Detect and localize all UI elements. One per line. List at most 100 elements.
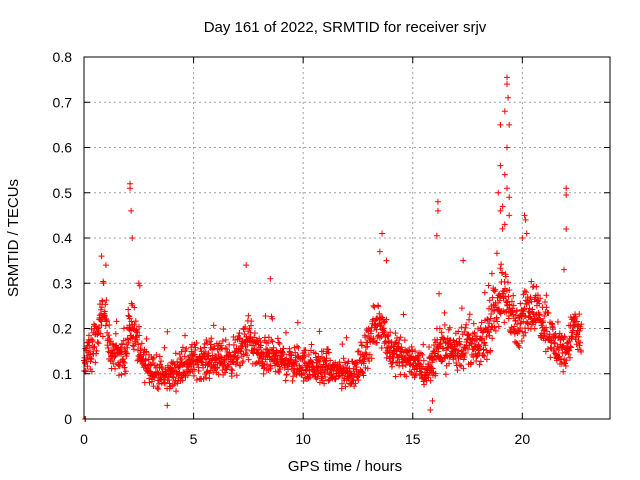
data-point [537,295,544,302]
y-tick-label: 0.6 [53,140,73,156]
data-point [129,335,136,342]
data-point [327,357,334,364]
data-point [85,332,92,339]
data-point [462,324,469,331]
data-point [466,311,473,318]
data-point [378,344,385,351]
data-point [355,372,362,379]
data-point [503,185,510,192]
data-point [355,377,362,384]
data-point [283,355,290,362]
data-point [483,356,490,363]
data-point [533,283,540,290]
y-tick-label: 0 [64,411,72,427]
data-point [287,351,294,358]
y-tick-label: 0.2 [53,321,73,337]
data-point [111,354,118,361]
data-point [576,311,583,318]
data-point [487,347,494,354]
data-point [460,365,467,372]
data-point [294,343,301,350]
data-point [137,347,144,354]
data-point [143,349,150,356]
data-point [519,328,526,335]
data-point [280,351,287,358]
data-point [191,366,198,373]
data-point [509,311,516,318]
data-point [543,304,550,311]
data-point [484,316,491,323]
data-point [257,339,264,346]
data-point [123,350,130,357]
data-point [368,355,375,362]
data-point [379,230,386,237]
data-point [118,371,125,378]
data-point [425,374,432,381]
data-point [499,269,506,276]
data-point [103,297,110,304]
data-point [193,340,200,347]
data-point [476,361,483,368]
data-point [199,359,206,366]
data-point [102,322,109,329]
y-tick-label: 0.3 [53,275,73,291]
data-point [308,359,315,366]
data-point [110,360,117,367]
data-point [492,327,499,334]
data-point [155,385,162,392]
data-point [357,357,364,364]
data-point [355,348,362,355]
data-point [249,342,256,349]
data-point [203,336,210,343]
data-point [446,324,453,331]
data-point [499,203,506,210]
data-point [510,292,517,299]
data-point [340,355,347,362]
data-point [577,339,584,346]
data-point [184,372,191,379]
data-point [83,352,90,359]
data-point [547,354,554,361]
data-point [142,356,149,363]
y-tick-label: 0.7 [53,94,73,110]
data-point [504,279,511,286]
data-point [412,348,419,355]
data-point [190,362,197,369]
data-point [343,334,350,341]
data-point [202,348,209,355]
data-point [264,361,271,368]
data-point [560,368,567,375]
data-point [205,360,212,367]
y-tick-label: 0.5 [53,185,73,201]
data-point [481,339,488,346]
data-point [462,350,469,357]
data-point [536,300,543,307]
data-point [485,282,492,289]
data-point [522,297,529,304]
data-point [91,343,98,350]
data-point [341,359,348,366]
data-point [458,324,465,331]
data-point [401,337,408,344]
data-point [521,212,528,219]
data-point [441,309,448,316]
data-point [477,345,484,352]
data-point [131,304,138,311]
data-point [301,353,308,360]
data-point [441,321,448,328]
data-point [243,262,250,269]
data-point [461,353,468,360]
data-point [546,331,553,338]
data-point [397,334,404,341]
data-point [228,373,235,380]
data-point [503,144,510,151]
data-point [395,340,402,347]
data-point [120,337,127,344]
data-point [513,307,520,314]
data-point [93,347,100,354]
data-point [528,278,535,285]
data-point [240,358,247,365]
data-point [143,335,150,342]
data-point [386,339,393,346]
data-point [495,189,502,196]
